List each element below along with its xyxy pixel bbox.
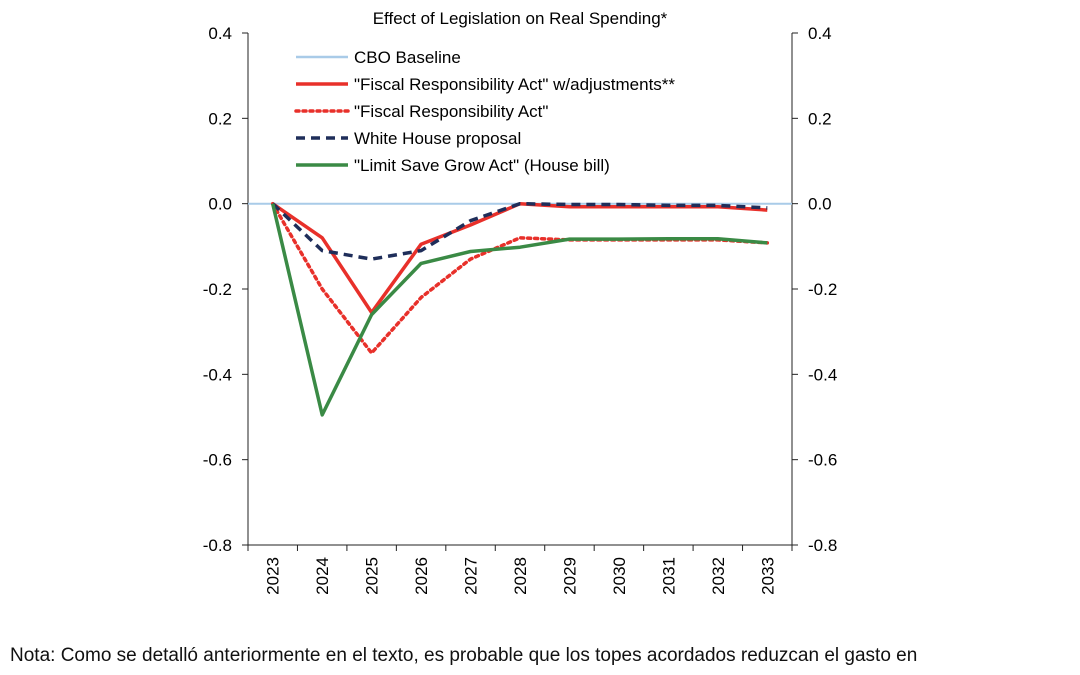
x-tick-label: 2033	[758, 557, 777, 595]
x-tick-label: 2028	[511, 557, 530, 595]
footnote: Nota: Como se detalló anteriormente en e…	[10, 645, 1070, 667]
series-line-2	[270, 201, 770, 355]
series-line-3	[271, 201, 768, 261]
x-tick-label: 2029	[560, 557, 579, 595]
y-tick-label-right: -0.8	[808, 536, 837, 555]
x-tick-label: 2032	[709, 557, 728, 595]
x-tick-label: 2030	[610, 557, 629, 595]
legend-label: CBO Baseline	[354, 48, 461, 67]
footnote-label: Nota:	[10, 645, 56, 666]
y-tick-label-left: -0.4	[203, 365, 232, 384]
x-tick-label: 2024	[313, 557, 332, 595]
series-line-4	[270, 203, 768, 417]
series-line-1	[271, 201, 768, 315]
x-tick-label: 2031	[659, 557, 678, 595]
y-tick-label-left: 0.4	[208, 24, 232, 43]
y-tick-label-right: 0.0	[808, 195, 832, 214]
y-tick-label-right: -0.4	[808, 365, 837, 384]
y-tick-label-right: 0.2	[808, 109, 832, 128]
chart-title: Effect of Legislation on Real Spending*	[373, 9, 668, 28]
y-tick-label-right: -0.6	[808, 451, 837, 470]
chart-legend: CBO Baseline "Fiscal Responsibility Act" …	[294, 48, 675, 175]
legend-label: White House proposal	[354, 129, 521, 148]
chart-series	[248, 201, 792, 417]
footnote-text: Como se detalló anteriormente en el text…	[55, 645, 918, 666]
line-chart: Effect of Legislation on Real Spending* …	[203, 9, 838, 595]
chart-axes: 0.4 0.4 0.2 0.2 0.0 0.0 -0.2 -0.2 -0.4 -0.4 -0.6 -0…	[203, 24, 838, 595]
y-tick-label-left: -0.2	[203, 280, 232, 299]
x-tick-label: 2027	[462, 557, 481, 595]
y-tick-label-left: 0.2	[208, 109, 232, 128]
y-tick-label-left: -0.6	[203, 451, 232, 470]
x-tick-label: 2023	[264, 557, 283, 595]
x-tick-label: 2026	[412, 557, 431, 595]
y-tick-label-left: 0.0	[208, 195, 232, 214]
y-tick-label-left: -0.8	[203, 536, 232, 555]
legend-label: "Limit Save Grow Act" (House bill)	[354, 156, 610, 175]
legend-label: "Fiscal Responsibility Act" w/adjustment…	[354, 75, 675, 94]
x-tick-label: 2025	[363, 557, 382, 595]
y-tick-label-right: -0.2	[808, 280, 837, 299]
y-tick-label-right: 0.4	[808, 24, 832, 43]
legend-label: "Fiscal Responsibility Act"	[354, 102, 548, 121]
